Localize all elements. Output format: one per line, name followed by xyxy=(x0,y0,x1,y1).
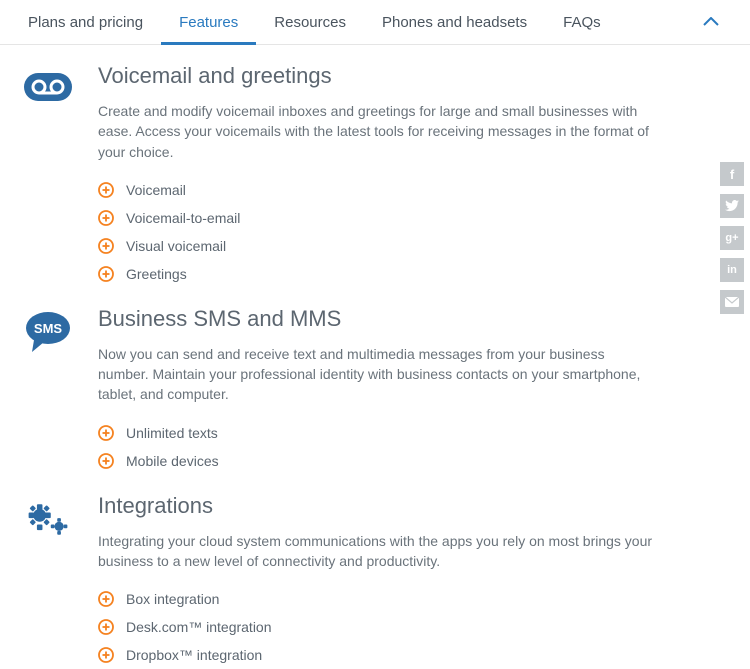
expand-icon xyxy=(98,210,114,226)
feature-label: Dropbox™ integration xyxy=(126,647,262,663)
feature-label: Mobile devices xyxy=(126,453,219,469)
expand-icon xyxy=(98,647,114,663)
section-voicemail: Voicemail and greetings Create and modif… xyxy=(20,63,720,288)
feature-label: Voicemail-to-email xyxy=(126,210,240,226)
section-description: Create and modify voicemail inboxes and … xyxy=(98,101,658,162)
collapse-chevron-icon[interactable] xyxy=(702,13,720,31)
feature-item[interactable]: Unlimited texts xyxy=(98,419,720,447)
twitter-icon[interactable] xyxy=(720,194,744,218)
googleplus-icon[interactable]: g+ xyxy=(720,226,744,250)
tab-faqs[interactable]: FAQs xyxy=(545,0,619,45)
expand-icon xyxy=(98,182,114,198)
facebook-icon[interactable]: f xyxy=(720,162,744,186)
feature-label: Visual voicemail xyxy=(126,238,226,254)
feature-item[interactable]: Box integration xyxy=(98,585,720,613)
feature-item[interactable]: Visual voicemail xyxy=(98,232,720,260)
feature-label: Desk.com™ integration xyxy=(126,619,272,635)
voicemail-icon xyxy=(24,65,72,113)
feature-list: Voicemail Voicemail-to-email Visual voic… xyxy=(98,176,720,288)
feature-item[interactable]: Dropbox™ integration xyxy=(98,641,720,669)
expand-icon xyxy=(98,238,114,254)
section-title: Integrations xyxy=(98,493,720,519)
section-title: Voicemail and greetings xyxy=(98,63,720,89)
feature-label: Greetings xyxy=(126,266,187,282)
social-share-rail: f g+ in xyxy=(720,162,744,314)
feature-label: Unlimited texts xyxy=(126,425,218,441)
feature-label: Box integration xyxy=(126,591,219,607)
linkedin-icon[interactable]: in xyxy=(720,258,744,282)
svg-text:SMS: SMS xyxy=(34,321,63,336)
tab-bar: Plans and pricing Features Resources Pho… xyxy=(0,0,750,45)
expand-icon xyxy=(98,591,114,607)
section-integrations: Integrations Integrating your cloud syst… xyxy=(20,493,720,669)
tab-phones-and-headsets[interactable]: Phones and headsets xyxy=(364,0,545,45)
feature-list: Unlimited texts Mobile devices xyxy=(98,419,720,475)
tab-resources[interactable]: Resources xyxy=(256,0,364,45)
feature-item[interactable]: Voicemail xyxy=(98,176,720,204)
section-title: Business SMS and MMS xyxy=(98,306,720,332)
tab-features[interactable]: Features xyxy=(161,0,256,45)
tab-plans-and-pricing[interactable]: Plans and pricing xyxy=(28,0,161,45)
feature-list: Box integration Desk.com™ integration Dr… xyxy=(98,585,720,669)
content-area: Voicemail and greetings Create and modif… xyxy=(0,45,750,669)
feature-item[interactable]: Desk.com™ integration xyxy=(98,613,720,641)
feature-label: Voicemail xyxy=(126,182,186,198)
expand-icon xyxy=(98,619,114,635)
sms-icon: SMS xyxy=(24,308,72,356)
feature-item[interactable]: Greetings xyxy=(98,260,720,288)
integrations-icon xyxy=(24,495,72,543)
section-description: Now you can send and receive text and mu… xyxy=(98,344,658,405)
feature-item[interactable]: Voicemail-to-email xyxy=(98,204,720,232)
section-sms: SMS Business SMS and MMS Now you can sen… xyxy=(20,306,720,475)
expand-icon xyxy=(98,266,114,282)
section-description: Integrating your cloud system communicat… xyxy=(98,531,658,572)
expand-icon xyxy=(98,425,114,441)
feature-item[interactable]: Mobile devices xyxy=(98,447,720,475)
email-icon[interactable] xyxy=(720,290,744,314)
expand-icon xyxy=(98,453,114,469)
